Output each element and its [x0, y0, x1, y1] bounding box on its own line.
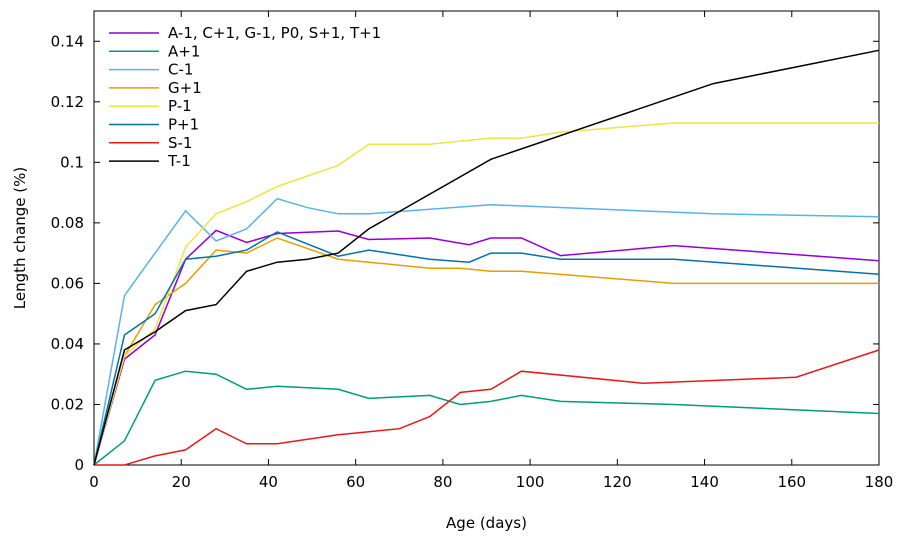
y-tick-label: 0.04 [51, 335, 84, 353]
y-tick-label: 0.08 [51, 214, 84, 232]
series-line-4 [93, 122, 879, 466]
x-tick-label: 160 [777, 473, 806, 491]
plot-frame [93, 10, 880, 466]
x-tick-label: 60 [346, 473, 365, 491]
series-line-7 [93, 49, 880, 466]
y-axis-label: Length change (%) [11, 167, 29, 309]
legend-label: C-1 [168, 61, 193, 79]
x-tick-label: 180 [865, 473, 894, 491]
legend: A-1, C+1, G-1, P0, S+1, T+1A+1C-1G+1P-1P… [109, 24, 381, 170]
series-line-5 [93, 231, 880, 466]
y-tick-label: 0 [74, 456, 84, 474]
y-tick-label: 0.02 [51, 395, 84, 413]
legend-label: A+1 [168, 42, 200, 60]
series-line-2 [93, 197, 880, 466]
series-line-3 [93, 237, 879, 466]
y-tick-label: 0.14 [51, 32, 84, 50]
legend-label: T-1 [167, 152, 191, 170]
series-lines [93, 49, 880, 466]
series-line-1 [93, 370, 880, 466]
y-tick-label: 0.06 [51, 274, 84, 292]
series-line-6 [94, 349, 880, 466]
axis-ticks: 0 20 40 60 80 100 120 140 160 180 0 0.02 0.04 0.06 0.0… [51, 11, 894, 491]
x-tick-label: 120 [603, 473, 632, 491]
legend-label: S-1 [168, 134, 192, 152]
legend-label: G+1 [168, 79, 202, 97]
legend-label: A-1, C+1, G-1, P0, S+1, T+1 [168, 24, 381, 42]
x-tick-label: 100 [516, 473, 545, 491]
y-tick-label: 0.12 [51, 93, 84, 111]
legend-label: P-1 [168, 97, 192, 115]
y-tick-label: 0.1 [60, 153, 84, 171]
plot-area [93, 10, 880, 466]
x-axis-label: Age (days) [446, 514, 527, 532]
x-tick-label: 80 [433, 473, 452, 491]
series-line-0 [93, 229, 880, 466]
x-tick-label: 0 [89, 473, 99, 491]
x-tick-label: 20 [172, 473, 191, 491]
legend-label: P+1 [168, 116, 199, 134]
x-tick-label: 40 [259, 473, 278, 491]
x-tick-label: 140 [690, 473, 719, 491]
